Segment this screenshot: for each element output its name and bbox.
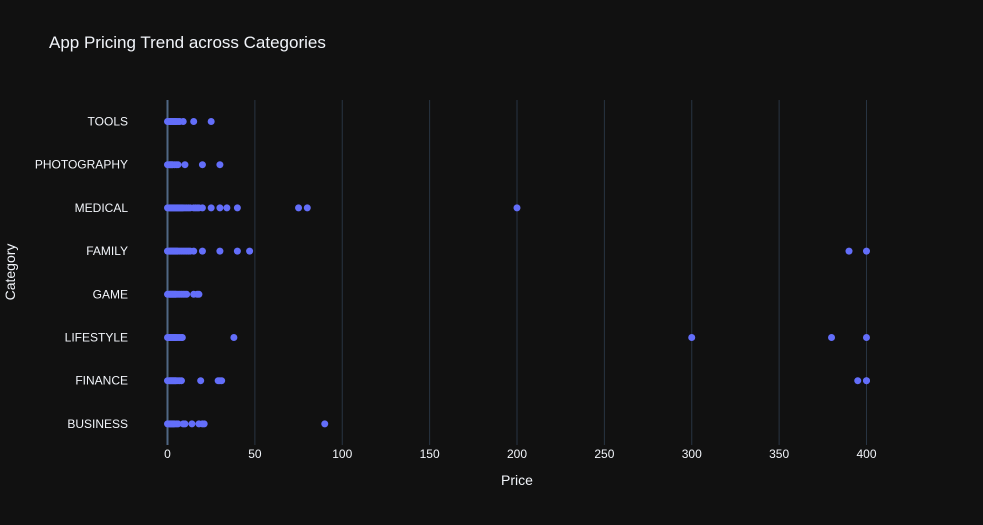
data-point[interactable]	[295, 204, 303, 212]
data-point[interactable]	[174, 161, 182, 169]
y-tick-label: PHOTOGRAPHY	[35, 158, 128, 172]
data-point[interactable]	[190, 247, 198, 255]
y-tick-label: FAMILY	[86, 244, 128, 258]
data-point[interactable]	[230, 334, 238, 341]
x-tick-label: 400	[856, 447, 876, 461]
data-point[interactable]	[233, 204, 241, 212]
data-point[interactable]	[177, 377, 185, 385]
y-tick-label: TOOLS	[88, 115, 128, 129]
x-axis-title: Price	[501, 472, 533, 488]
data-point[interactable]	[845, 247, 853, 255]
x-tick-label: 200	[507, 447, 527, 461]
data-point[interactable]	[246, 247, 254, 255]
data-point[interactable]	[183, 290, 191, 298]
chart-title: App Pricing Trend across Categories	[49, 33, 326, 52]
data-point[interactable]	[216, 161, 224, 169]
data-point[interactable]	[828, 334, 836, 341]
x-tick-label: 150	[420, 447, 440, 461]
data-point[interactable]	[179, 118, 187, 125]
x-tick-label: 0	[164, 447, 171, 461]
data-point[interactable]	[688, 334, 696, 341]
data-point[interactable]	[207, 204, 215, 212]
y-tick-label: LIFESTYLE	[65, 331, 128, 345]
y-axis-title: Category	[2, 244, 18, 301]
y-tick-label: MEDICAL	[75, 201, 129, 215]
x-tick-label: 300	[682, 447, 702, 461]
x-tick-label: 250	[594, 447, 614, 461]
data-point[interactable]	[178, 334, 186, 341]
data-point[interactable]	[197, 377, 205, 385]
y-tick-label: BUSINESS	[67, 417, 128, 431]
y-tick-labels: TOOLS PHOTOGRAPHY MEDICAL FAMILY GAME LIFESTY…	[35, 115, 128, 431]
data-point[interactable]	[216, 247, 224, 255]
data-point[interactable]	[188, 420, 196, 428]
data-point[interactable]	[862, 247, 870, 255]
data-point[interactable]	[862, 334, 870, 341]
x-tick-labels: 0 50 100 150 200 250 300 350 400	[164, 447, 877, 461]
data-point[interactable]	[198, 204, 206, 212]
data-point[interactable]	[223, 204, 231, 212]
x-tick-label: 350	[769, 447, 789, 461]
x-tick-label: 100	[332, 447, 352, 461]
data-point[interactable]	[181, 161, 189, 169]
data-point[interactable]	[233, 247, 241, 255]
data-point[interactable]	[854, 377, 862, 385]
y-tick-label: FINANCE	[75, 374, 128, 388]
data-point[interactable]	[218, 377, 226, 385]
data-point[interactable]	[513, 204, 521, 212]
data-point[interactable]	[190, 118, 198, 125]
data-point[interactable]	[207, 118, 215, 125]
data-point[interactable]	[198, 247, 206, 255]
points-layer[interactable]	[164, 118, 870, 428]
data-point[interactable]	[321, 420, 329, 428]
y-tick-label: GAME	[93, 287, 128, 301]
data-point[interactable]	[195, 290, 203, 298]
data-point[interactable]	[181, 420, 189, 428]
data-point[interactable]	[303, 204, 311, 212]
data-point[interactable]	[863, 377, 870, 385]
grid-layer	[166, 100, 867, 445]
data-point[interactable]	[174, 420, 182, 428]
data-point[interactable]	[198, 161, 206, 169]
data-point[interactable]	[200, 420, 208, 428]
x-tick-label: 50	[248, 447, 262, 461]
data-point[interactable]	[216, 204, 224, 212]
